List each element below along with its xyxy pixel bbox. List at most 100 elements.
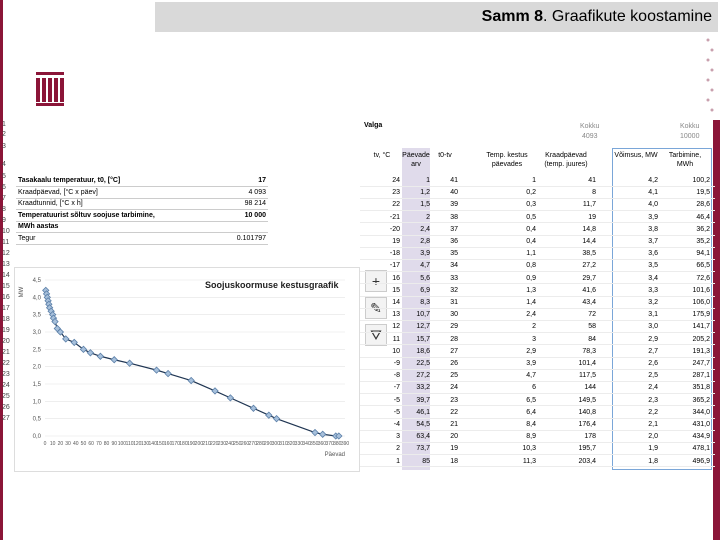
table-cell[interactable]: 6,9 (420, 286, 430, 294)
table-cell[interactable]: -8 (393, 372, 400, 380)
table-cell[interactable]: 85 (422, 457, 430, 465)
table-cell[interactable]: 8,3 (420, 299, 430, 306)
table-cell[interactable]: 21 (450, 421, 458, 428)
table-cell[interactable]: 18 (450, 457, 458, 465)
table-cell[interactable]: 46,1 (416, 408, 430, 416)
table-cell[interactable]: 27,2 (416, 372, 430, 380)
table-cell[interactable]: 27,2 (582, 262, 596, 270)
table-cell[interactable]: -21 (389, 213, 400, 221)
table-cell[interactable]: 54,5 (416, 421, 430, 428)
table-cell[interactable]: -9 (393, 360, 400, 367)
table-cell[interactable]: 31 (450, 299, 458, 306)
table-cell[interactable]: 38 (450, 213, 458, 221)
table-cell[interactable]: 1 (426, 177, 430, 184)
table-cell[interactable]: 66,5 (696, 262, 710, 270)
table-cell[interactable]: 144 (584, 384, 596, 392)
table-cell[interactable]: 3,7 (648, 238, 658, 245)
table-cell[interactable]: 1,3 (526, 286, 536, 294)
table-cell[interactable]: 2,6 (648, 360, 658, 367)
table-cell[interactable]: 24 (392, 177, 400, 184)
table-cell[interactable]: 3,6 (648, 250, 658, 258)
table-cell[interactable]: 22 (392, 201, 400, 209)
table-cell[interactable]: 37 (450, 225, 458, 233)
table-cell[interactable]: 365,2 (692, 396, 710, 404)
table-cell[interactable]: 63,4 (416, 433, 430, 441)
table-cell[interactable]: 14 (392, 299, 400, 306)
table-cell[interactable]: 101,6 (692, 286, 710, 294)
table-cell[interactable]: 3,9 (526, 360, 536, 367)
table-cell[interactable]: 6,5 (526, 396, 536, 404)
table-cell[interactable]: 5,6 (420, 274, 430, 282)
table-cell[interactable]: 11 (392, 335, 400, 343)
table-cell[interactable]: 0,4 (526, 225, 536, 233)
table-cell[interactable]: 195,7 (578, 445, 596, 453)
table-cell[interactable]: 2,4 (526, 311, 536, 319)
table-cell[interactable]: 14,8 (582, 225, 596, 233)
table-cell[interactable]: 1 (532, 177, 536, 184)
table-cell[interactable]: 35,2 (696, 238, 710, 245)
table-cell[interactable]: 0,8 (526, 262, 536, 270)
chart-filter-button[interactable]: ⛛ (365, 324, 387, 346)
table-cell[interactable]: 2,2 (648, 408, 658, 416)
table-cell[interactable]: 2,5 (648, 372, 658, 380)
table-cell[interactable]: 6,4 (526, 408, 536, 416)
table-cell[interactable]: 2,7 (648, 347, 658, 355)
table-cell[interactable]: 18,6 (416, 347, 430, 355)
table-cell[interactable]: 203,4 (578, 457, 596, 465)
table-cell[interactable]: -5 (393, 408, 400, 416)
table-cell[interactable]: 1,5 (420, 201, 430, 209)
table-cell[interactable]: 205,2 (692, 335, 710, 343)
table-cell[interactable]: 6 (532, 384, 536, 392)
table-cell[interactable]: 2,9 (526, 347, 536, 355)
table-cell[interactable]: 175,9 (692, 311, 710, 319)
table-cell[interactable]: 13 (392, 311, 400, 319)
table-cell[interactable]: 3,2 (648, 299, 658, 306)
table-cell[interactable]: 3,9 (420, 250, 430, 258)
table-cell[interactable]: 3,1 (648, 311, 658, 319)
table-cell[interactable]: 39,7 (416, 396, 430, 404)
table-cell[interactable]: 4,1 (648, 189, 658, 197)
table-cell[interactable]: 43,4 (582, 299, 596, 306)
table-cell[interactable]: 40 (450, 189, 458, 197)
table-cell[interactable]: 4,7 (420, 262, 430, 270)
table-cell[interactable]: 38,5 (582, 250, 596, 258)
table-cell[interactable]: 35 (450, 250, 458, 258)
table-cell[interactable]: 4,7 (526, 372, 536, 380)
table-cell[interactable]: 19,5 (696, 189, 710, 197)
table-cell[interactable]: 1,2 (420, 189, 430, 197)
table-cell[interactable]: 73,7 (416, 445, 430, 453)
table-cell[interactable]: 3,4 (648, 274, 658, 282)
table-cell[interactable]: 8,9 (526, 433, 536, 441)
table-cell[interactable]: 2,8 (420, 238, 430, 245)
table-cell[interactable]: 101,4 (578, 360, 596, 367)
table-cell[interactable]: 0,5 (526, 213, 536, 221)
table-cell[interactable]: 34 (450, 262, 458, 270)
table-cell[interactable]: 33,2 (416, 384, 430, 392)
table-cell[interactable]: 351,8 (692, 384, 710, 392)
table-cell[interactable]: 3,9 (648, 213, 658, 221)
table-cell[interactable]: 3 (396, 433, 400, 441)
table-cell[interactable]: 36 (450, 238, 458, 245)
table-cell[interactable]: 33 (450, 274, 458, 282)
table-cell[interactable]: 2,3 (648, 396, 658, 404)
table-cell[interactable]: 30 (450, 311, 458, 319)
table-cell[interactable]: 478,1 (692, 445, 710, 453)
table-cell[interactable]: 84 (588, 335, 596, 343)
table-cell[interactable]: -17 (389, 262, 400, 270)
table-cell[interactable]: 11,3 (522, 457, 536, 465)
table-cell[interactable]: 2 (532, 323, 536, 331)
table-cell[interactable]: 3 (532, 335, 536, 343)
table-cell[interactable]: 41 (588, 177, 596, 184)
table-cell[interactable]: 287,1 (692, 372, 710, 380)
table-cell[interactable]: -18 (389, 250, 400, 258)
table-cell[interactable]: 23 (392, 189, 400, 197)
table-cell[interactable]: 431,0 (692, 421, 710, 428)
table-cell[interactable]: 2,9 (648, 335, 658, 343)
table-cell[interactable]: 10,7 (416, 311, 430, 319)
table-cell[interactable]: 39 (450, 201, 458, 209)
table-cell[interactable]: 24 (450, 384, 458, 392)
table-cell[interactable]: 247,7 (692, 360, 710, 367)
table-cell[interactable]: 23 (450, 396, 458, 404)
table-cell[interactable]: 41,6 (582, 286, 596, 294)
table-cell[interactable]: 28 (450, 335, 458, 343)
